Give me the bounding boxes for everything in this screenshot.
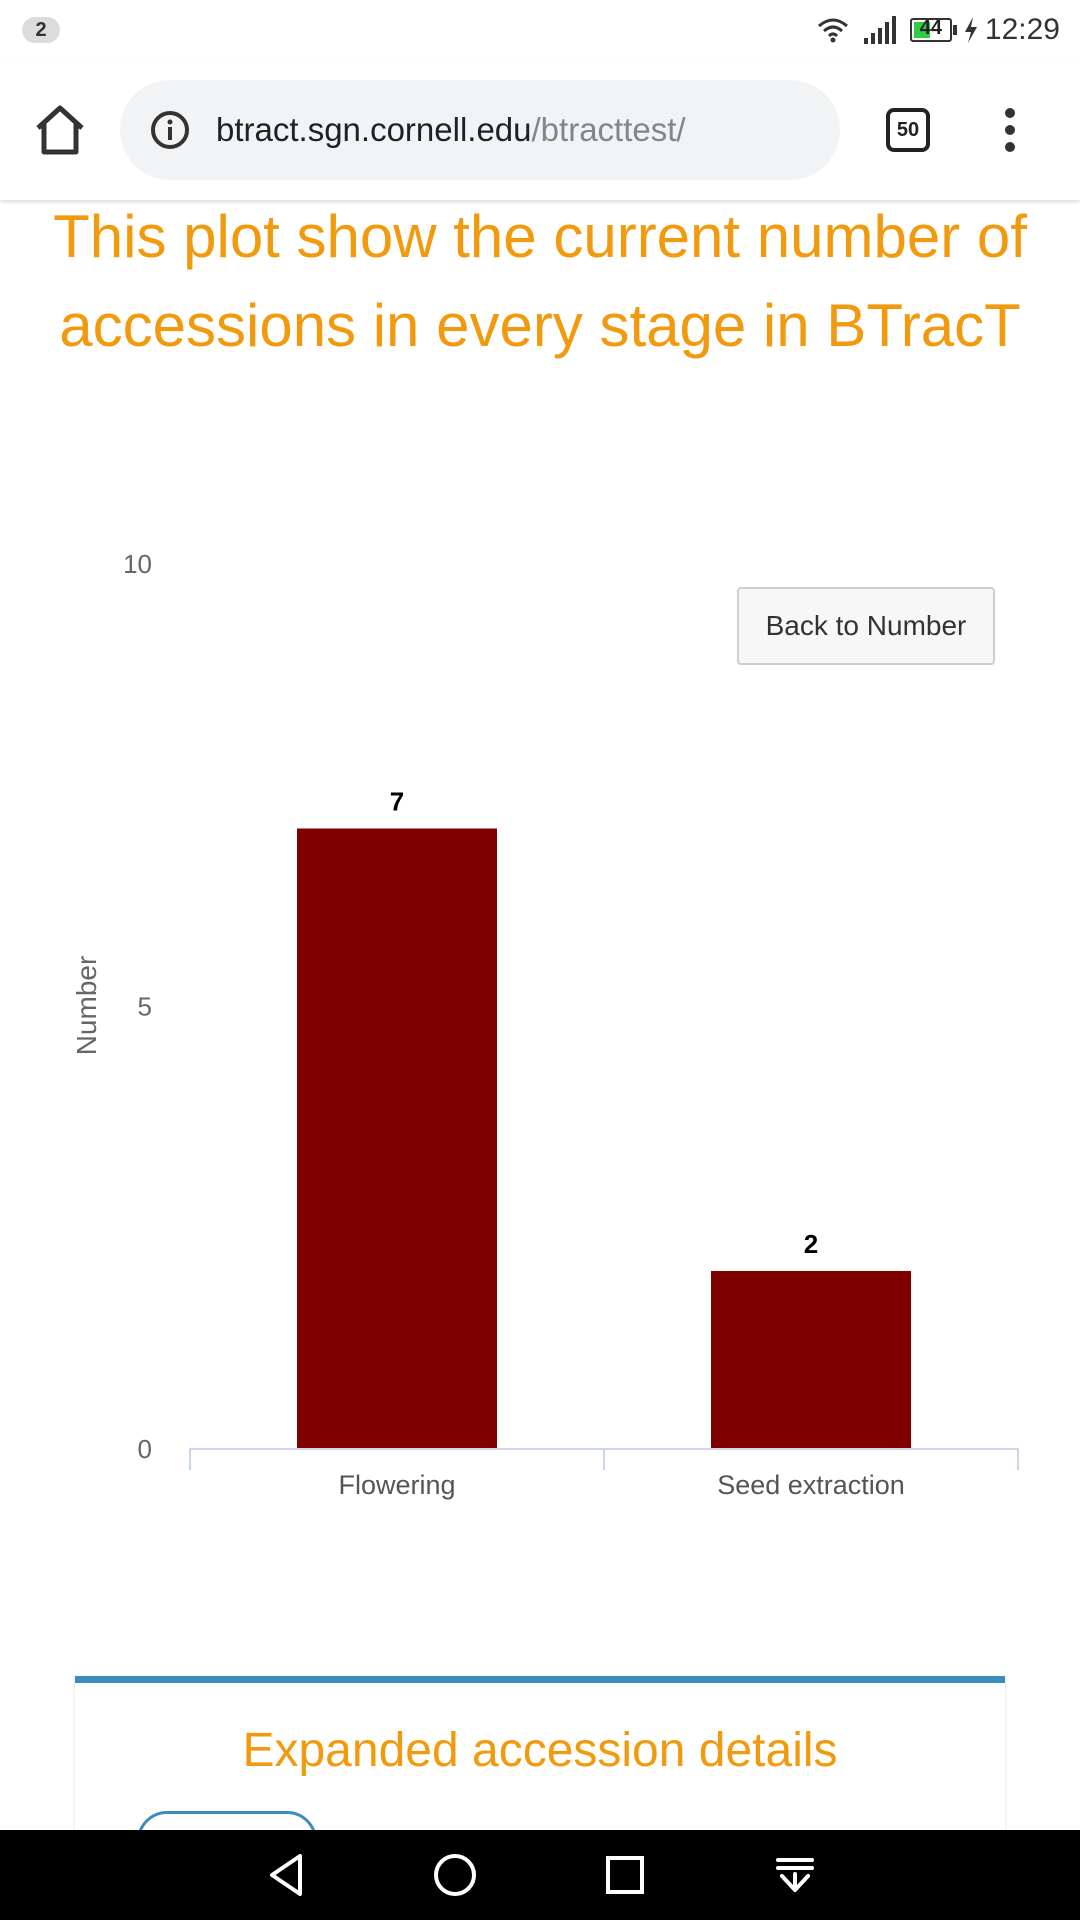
status-icons: 44 12:29	[816, 10, 1060, 50]
url-host: btract.sgn.cornell.edu	[216, 111, 532, 148]
wifi-icon	[817, 18, 848, 43]
bar-seed-extraction	[711, 1271, 911, 1448]
url-bar[interactable]: btract.sgn.cornell.edu/btracttest/	[120, 80, 840, 180]
home-icon[interactable]	[30, 100, 90, 160]
y-tick-label: 0	[138, 1434, 152, 1464]
bar-flowering	[297, 828, 497, 1448]
plot-heading: This plot show the current number of acc…	[53, 203, 1027, 359]
browser-toolbar: btract.sgn.cornell.edu/btracttest/ 50	[0, 60, 1080, 200]
more-vert-icon[interactable]	[1000, 108, 1020, 152]
back-to-number-button[interactable]: Back to Number	[737, 587, 995, 665]
details-title: Expanded accession details	[242, 1724, 838, 1777]
status-bar: 2 44 12:29	[0, 0, 1080, 60]
url-path: /btracttest/	[531, 111, 686, 148]
y-tick-label: 5	[138, 992, 152, 1022]
x-tick-label: Seed extraction	[717, 1470, 905, 1500]
pull-down-icon[interactable]	[770, 1850, 820, 1900]
y-axis-label: Number	[71, 956, 102, 1056]
notification-count-badge: 2	[22, 17, 60, 43]
info-icon[interactable]	[150, 110, 190, 150]
battery-tip	[952, 25, 957, 35]
charging-icon	[964, 17, 977, 43]
back-triangle-icon[interactable]	[262, 1850, 312, 1900]
clock: 12:29	[984, 13, 1060, 46]
battery-level-text: 44	[919, 17, 943, 39]
data-label: 7	[390, 787, 404, 817]
home-circle-icon[interactable]	[430, 1850, 480, 1900]
battery-icon: 44	[909, 17, 952, 42]
tab-switcher-button[interactable]: 50	[886, 108, 930, 152]
data-label: 2	[804, 1229, 818, 1259]
signal-icon	[863, 16, 896, 44]
bar-chart: 0 5 10 Number 7 Flowering 2 Seed extraction	[71, 549, 1019, 1500]
navigation-bar	[0, 1830, 1080, 1920]
recents-square-icon[interactable]	[600, 1850, 650, 1900]
battery-level-fill	[913, 22, 930, 38]
x-tick-label: Flowering	[338, 1470, 455, 1500]
y-tick-label: 10	[123, 549, 152, 579]
url-text[interactable]: btract.sgn.cornell.edu/btracttest/	[216, 110, 686, 150]
